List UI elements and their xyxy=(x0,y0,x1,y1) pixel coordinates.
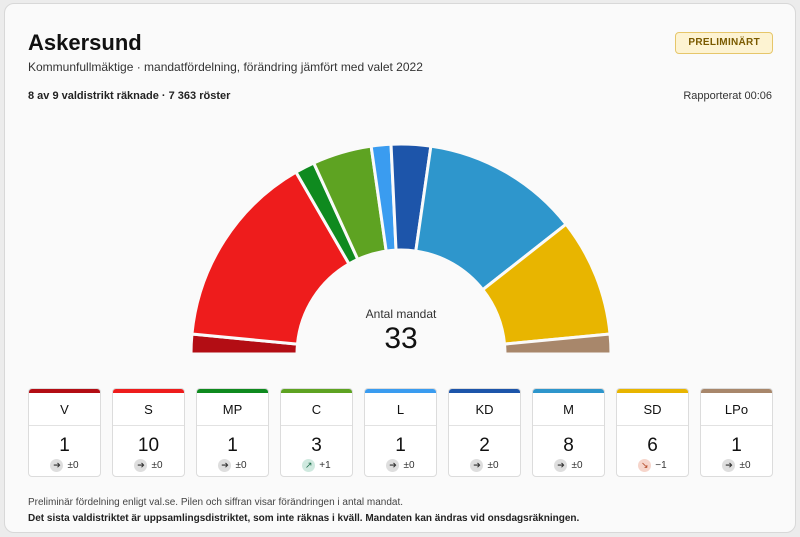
arrow-right-icon: ➔ xyxy=(722,459,736,472)
party-change-value: +1 xyxy=(319,460,331,471)
page-title: Askersund xyxy=(28,30,142,55)
party-color-bar xyxy=(365,389,436,393)
party-card: C 3 ↗ +1 xyxy=(280,388,353,477)
party-card: L 1 ➔ ±0 xyxy=(364,388,437,477)
party-card: LPo 1 ➔ ±0 xyxy=(700,388,773,477)
status-badge: PRELIMINÄRT xyxy=(675,32,773,54)
arrow-right-icon: ➔ xyxy=(50,459,64,472)
party-seats: 3 xyxy=(311,435,322,456)
party-abbreviation: LPo xyxy=(701,393,772,426)
party-change: ➔ ±0 xyxy=(365,459,436,472)
reported-time: Rapporterat 00:06 xyxy=(683,90,772,102)
party-color-bar xyxy=(449,389,520,393)
party-change: ↘ −1 xyxy=(617,459,688,472)
seat-chart xyxy=(189,142,613,356)
party-change: ↗ +1 xyxy=(281,459,352,472)
page-subtitle: Kommunfullmäktige · mandatfördelning, fö… xyxy=(28,60,423,74)
party-color-bar xyxy=(617,389,688,393)
party-card: S 10 ➔ ±0 xyxy=(112,388,185,477)
party-abbreviation: C xyxy=(281,393,352,426)
arrow-right-icon: ➔ xyxy=(554,459,568,472)
party-color-bar xyxy=(701,389,772,393)
party-color-bar xyxy=(113,389,184,393)
party-color-bar xyxy=(197,389,268,393)
party-change-value: ±0 xyxy=(235,460,247,471)
party-change-value: ±0 xyxy=(487,460,499,471)
party-seats: 8 xyxy=(563,435,574,456)
party-seats: 6 xyxy=(647,435,658,456)
party-card: V 1 ➔ ±0 xyxy=(28,388,101,477)
party-change-value: ±0 xyxy=(151,460,163,471)
party-seats: 1 xyxy=(731,435,742,456)
party-card: M 8 ➔ ±0 xyxy=(532,388,605,477)
party-change-value: ±0 xyxy=(67,460,79,471)
party-abbreviation: M xyxy=(533,393,604,426)
party-abbreviation: S xyxy=(113,393,184,426)
party-cards: V 1 ➔ ±0 S 10 ➔ ±0 MP 1 ➔ ±0 C 3 ↗ +1 L 1 ➔ ±0 KD 2 ➔ ±0 M 8 ➔ ±0 SD… xyxy=(28,388,774,477)
party-card: MP 1 ➔ ±0 xyxy=(196,388,269,477)
total-seats-value: 33 xyxy=(384,322,418,355)
party-abbreviation: MP xyxy=(197,393,268,426)
results-card: Askersund Kommunfullmäktige · mandatförd… xyxy=(4,3,796,533)
seat-segment-lpo xyxy=(502,332,613,356)
party-change-value: ±0 xyxy=(739,460,751,471)
party-change: ➔ ±0 xyxy=(701,459,772,472)
party-card: KD 2 ➔ ±0 xyxy=(448,388,521,477)
arrow-right-icon: ➔ xyxy=(218,459,232,472)
party-abbreviation: SD xyxy=(617,393,688,426)
footnote: Preliminär fördelning enligt val.se. Pil… xyxy=(28,497,404,508)
party-color-bar xyxy=(281,389,352,393)
party-change: ➔ ±0 xyxy=(29,459,100,472)
seat-segment-s xyxy=(190,170,352,346)
party-abbreviation: KD xyxy=(449,393,520,426)
party-change: ➔ ±0 xyxy=(113,459,184,472)
party-color-bar xyxy=(29,389,100,393)
party-change: ➔ ±0 xyxy=(449,459,520,472)
total-seats-label: Antal mandat xyxy=(365,307,437,321)
party-change-value: −1 xyxy=(655,460,667,471)
party-abbreviation: L xyxy=(365,393,436,426)
party-seats: 1 xyxy=(227,435,238,456)
party-color-bar xyxy=(533,389,604,393)
arrow-right-icon: ➔ xyxy=(386,459,400,472)
arrow-right-icon: ➔ xyxy=(470,459,484,472)
party-change: ➔ ±0 xyxy=(533,459,604,472)
party-card: SD 6 ↘ −1 xyxy=(616,388,689,477)
count-summary: 8 av 9 valdistrikt räknade · 7 363 röste… xyxy=(28,90,231,102)
party-change: ➔ ±0 xyxy=(197,459,268,472)
arrow-up-icon: ↗ xyxy=(302,459,316,472)
party-seats: 1 xyxy=(59,435,70,456)
footnote-warning: Det sista valdistriktet är uppsamlingsdi… xyxy=(28,513,580,524)
arrow-right-icon: ➔ xyxy=(134,459,148,472)
party-seats: 1 xyxy=(395,435,406,456)
party-seats: 2 xyxy=(479,435,490,456)
party-change-value: ±0 xyxy=(571,460,583,471)
arrow-down-icon: ↘ xyxy=(638,459,652,472)
party-abbreviation: V xyxy=(29,393,100,426)
party-seats: 10 xyxy=(137,435,160,456)
party-change-value: ±0 xyxy=(403,460,415,471)
